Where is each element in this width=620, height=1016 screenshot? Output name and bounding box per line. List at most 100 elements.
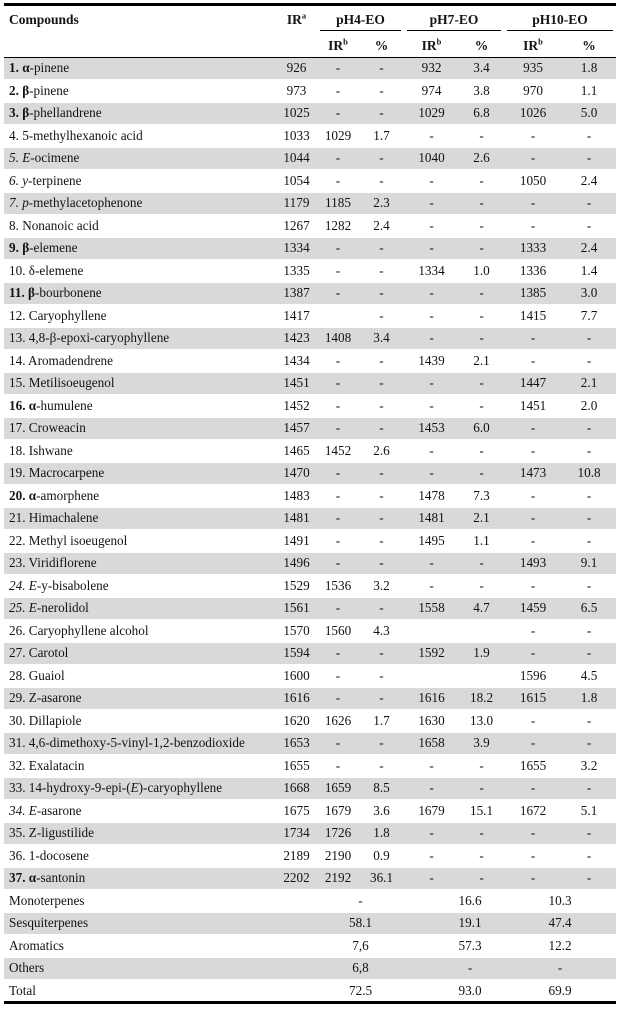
ph7-ir-value — [404, 664, 460, 688]
ir-a-value: 1457 — [276, 417, 317, 441]
ph7-ir-value: - — [404, 822, 460, 846]
ph10-pct-value: - — [562, 574, 617, 598]
ph10-ir-value: - — [504, 507, 563, 531]
ph4-pct-value: - — [359, 147, 405, 171]
compound-name-segment: 27. Carotol — [9, 645, 69, 661]
subheader-pct-ph7: % — [459, 34, 505, 58]
ph10-ir-value: - — [504, 147, 563, 171]
table-row: 26. Caryophyllene alcohol 1570 1560 4.3 - - — [4, 619, 617, 643]
table-row: 10. δ-elemene 1335- -1334 1.0 1336 1.4 — [4, 259, 617, 283]
ph4-ir-value: - — [317, 147, 359, 171]
ph10-ir-value: 1615 — [504, 687, 563, 711]
ir-a-value: 1044 — [276, 147, 317, 171]
header-empty — [4, 34, 276, 58]
ph7-pct-value: - — [459, 169, 505, 193]
ph7-ir-value: 932 — [404, 57, 460, 81]
ph7-ir-value: - — [404, 372, 460, 396]
compound-name: 33. 14-hydroxy-9-epi-(E)-caryophyllene — [4, 777, 276, 801]
ph4-ir-value: - — [317, 79, 359, 103]
ir-a-value: 1054 — [276, 169, 317, 193]
ir-a-value: 1033 — [276, 124, 317, 148]
table-row: 31. 4,6-dimethoxy-5-vinyl-1,2-benzodioxi… — [4, 732, 617, 756]
ph10-ir-value: 1596 — [504, 664, 563, 688]
ir-a-value: 1335 — [276, 259, 317, 283]
ph10-pct-value: 4.5 — [562, 664, 617, 688]
ph7-ir-value: - — [404, 304, 460, 328]
compound-name-segment: -methylacetophenone — [28, 195, 143, 211]
ph10-ir-value: 1026 — [504, 102, 563, 126]
ir-a-value: 1481 — [276, 507, 317, 531]
compound-name: 4. 5-methylhexanoic acid — [4, 124, 276, 148]
ph10-pct-value: - — [562, 327, 617, 351]
ph10-ir-value: 970 — [504, 79, 563, 103]
ph7-pct-value: - — [459, 372, 505, 396]
table-row: 25. E-nerolidol 1561- -1558 4.7 1459 6.5 — [4, 597, 617, 621]
table-row: 12. Caryophyllene 1417- - -1415 7.7 — [4, 304, 617, 328]
ph4-ir-value: 1536 — [317, 574, 359, 598]
table-row: 14. Aromadendrene 1434- -1439 2.1- - — [4, 349, 617, 373]
summary-ph7-value: 19.1 — [404, 912, 505, 936]
ph10-ir-value: - — [504, 642, 563, 666]
ph4-pct-value: - — [359, 552, 405, 576]
ph7-pct-value — [459, 619, 505, 643]
compound-name: 7. p-methylacetophenone — [4, 192, 276, 216]
compound-name: 6. y-terpinene — [4, 169, 276, 193]
ph4-ir-value: 2192 — [317, 867, 359, 891]
summary-ph10-value: 69.9 — [504, 979, 617, 1004]
summary-row: Monoterpenes -16.6 10.3 — [4, 889, 617, 913]
summary-row: Total 72.5 93.0 69.9 — [4, 979, 617, 1004]
ph7-pct-value: - — [459, 462, 505, 486]
compound-name-segment: -humulene — [36, 397, 93, 413]
ph7-pct-value: 15.1 — [459, 799, 505, 823]
table-row: 30. Dillapiole 1620 1626 1.7 1630 13.0- - — [4, 709, 617, 733]
ph7-ir-value: 1630 — [404, 709, 460, 733]
ph7-pct-value: 1.9 — [459, 642, 505, 666]
summary-ph7-value: 16.6 — [404, 889, 505, 913]
ph10-pct-value: - — [562, 192, 617, 216]
ph4-pct-value: 4.3 — [359, 619, 405, 643]
summary-ph7-value: - — [404, 957, 505, 981]
compound-name-segment: 18. Ishwane — [9, 442, 73, 458]
ph10-ir-value: 1655 — [504, 754, 563, 778]
ph7-pct-value: - — [459, 754, 505, 778]
ph7-ir-value: - — [404, 237, 460, 261]
ph4-pct-value: 2.3 — [359, 192, 405, 216]
ph10-ir-value: 1672 — [504, 799, 563, 823]
ph4-pct-value: - — [359, 349, 405, 373]
table-row: 17. Croweacin 1457- -1453 6.0- - — [4, 417, 617, 441]
ph7-ir-value: 974 — [404, 79, 460, 103]
ph4-pct-value: - — [359, 687, 405, 711]
ph4-pct-value: - — [359, 642, 405, 666]
ir-a-value: 1465 — [276, 439, 317, 463]
compound-name-segment: 16. α — [9, 397, 37, 413]
ph10-pct-value: 9.1 — [562, 552, 617, 576]
ph4-pct-value: - — [359, 597, 405, 621]
compound-name: 16. α-humulene — [4, 394, 276, 418]
table-row: 3. β-phellandrene 1025- -1029 6.8 1026 5.0 — [4, 102, 617, 126]
ph4-ir-value: - — [317, 169, 359, 193]
ph10-ir-value: - — [504, 732, 563, 756]
table-row: 11. β-bourbonene 1387- - - -1385 3.0 — [4, 282, 617, 306]
ph10-ir-value: 935 — [504, 57, 563, 81]
ph4-ir-value: - — [317, 597, 359, 621]
ph4-pct-value: - — [359, 259, 405, 283]
ph10-ir-value: - — [504, 619, 563, 643]
compound-name-segment: 7. p — [9, 195, 29, 211]
ir-a-value: 1491 — [276, 529, 317, 553]
ph10-ir-value: - — [504, 327, 563, 351]
ph10-pct-value: - — [562, 214, 617, 238]
compound-name-segment: 12. Caryophyllene — [9, 307, 107, 323]
ph4-pct-value: - — [359, 304, 405, 328]
ph10-pct-value: 7.7 — [562, 304, 617, 328]
ph7-ir-value: - — [404, 844, 460, 868]
ir-a-value: 1496 — [276, 552, 317, 576]
ph4-ir-value: - — [317, 507, 359, 531]
summary-ph10-value: 12.2 — [504, 934, 617, 958]
ph7-pct-value: 18.2 — [459, 687, 505, 711]
ph4-ir-value: - — [317, 417, 359, 441]
summary-row: Sesquiterpenes 58.1 19.1 47.4 — [4, 912, 617, 936]
ph10-ir-value: - — [504, 484, 563, 508]
table-row: 35. Z-ligustilide 1734 1726 1.8- - - - — [4, 822, 617, 846]
summary-ph4-value: - — [317, 889, 405, 913]
table-row: 15. Metilisoeugenol 1451- - - -1447 2.1 — [4, 372, 617, 396]
